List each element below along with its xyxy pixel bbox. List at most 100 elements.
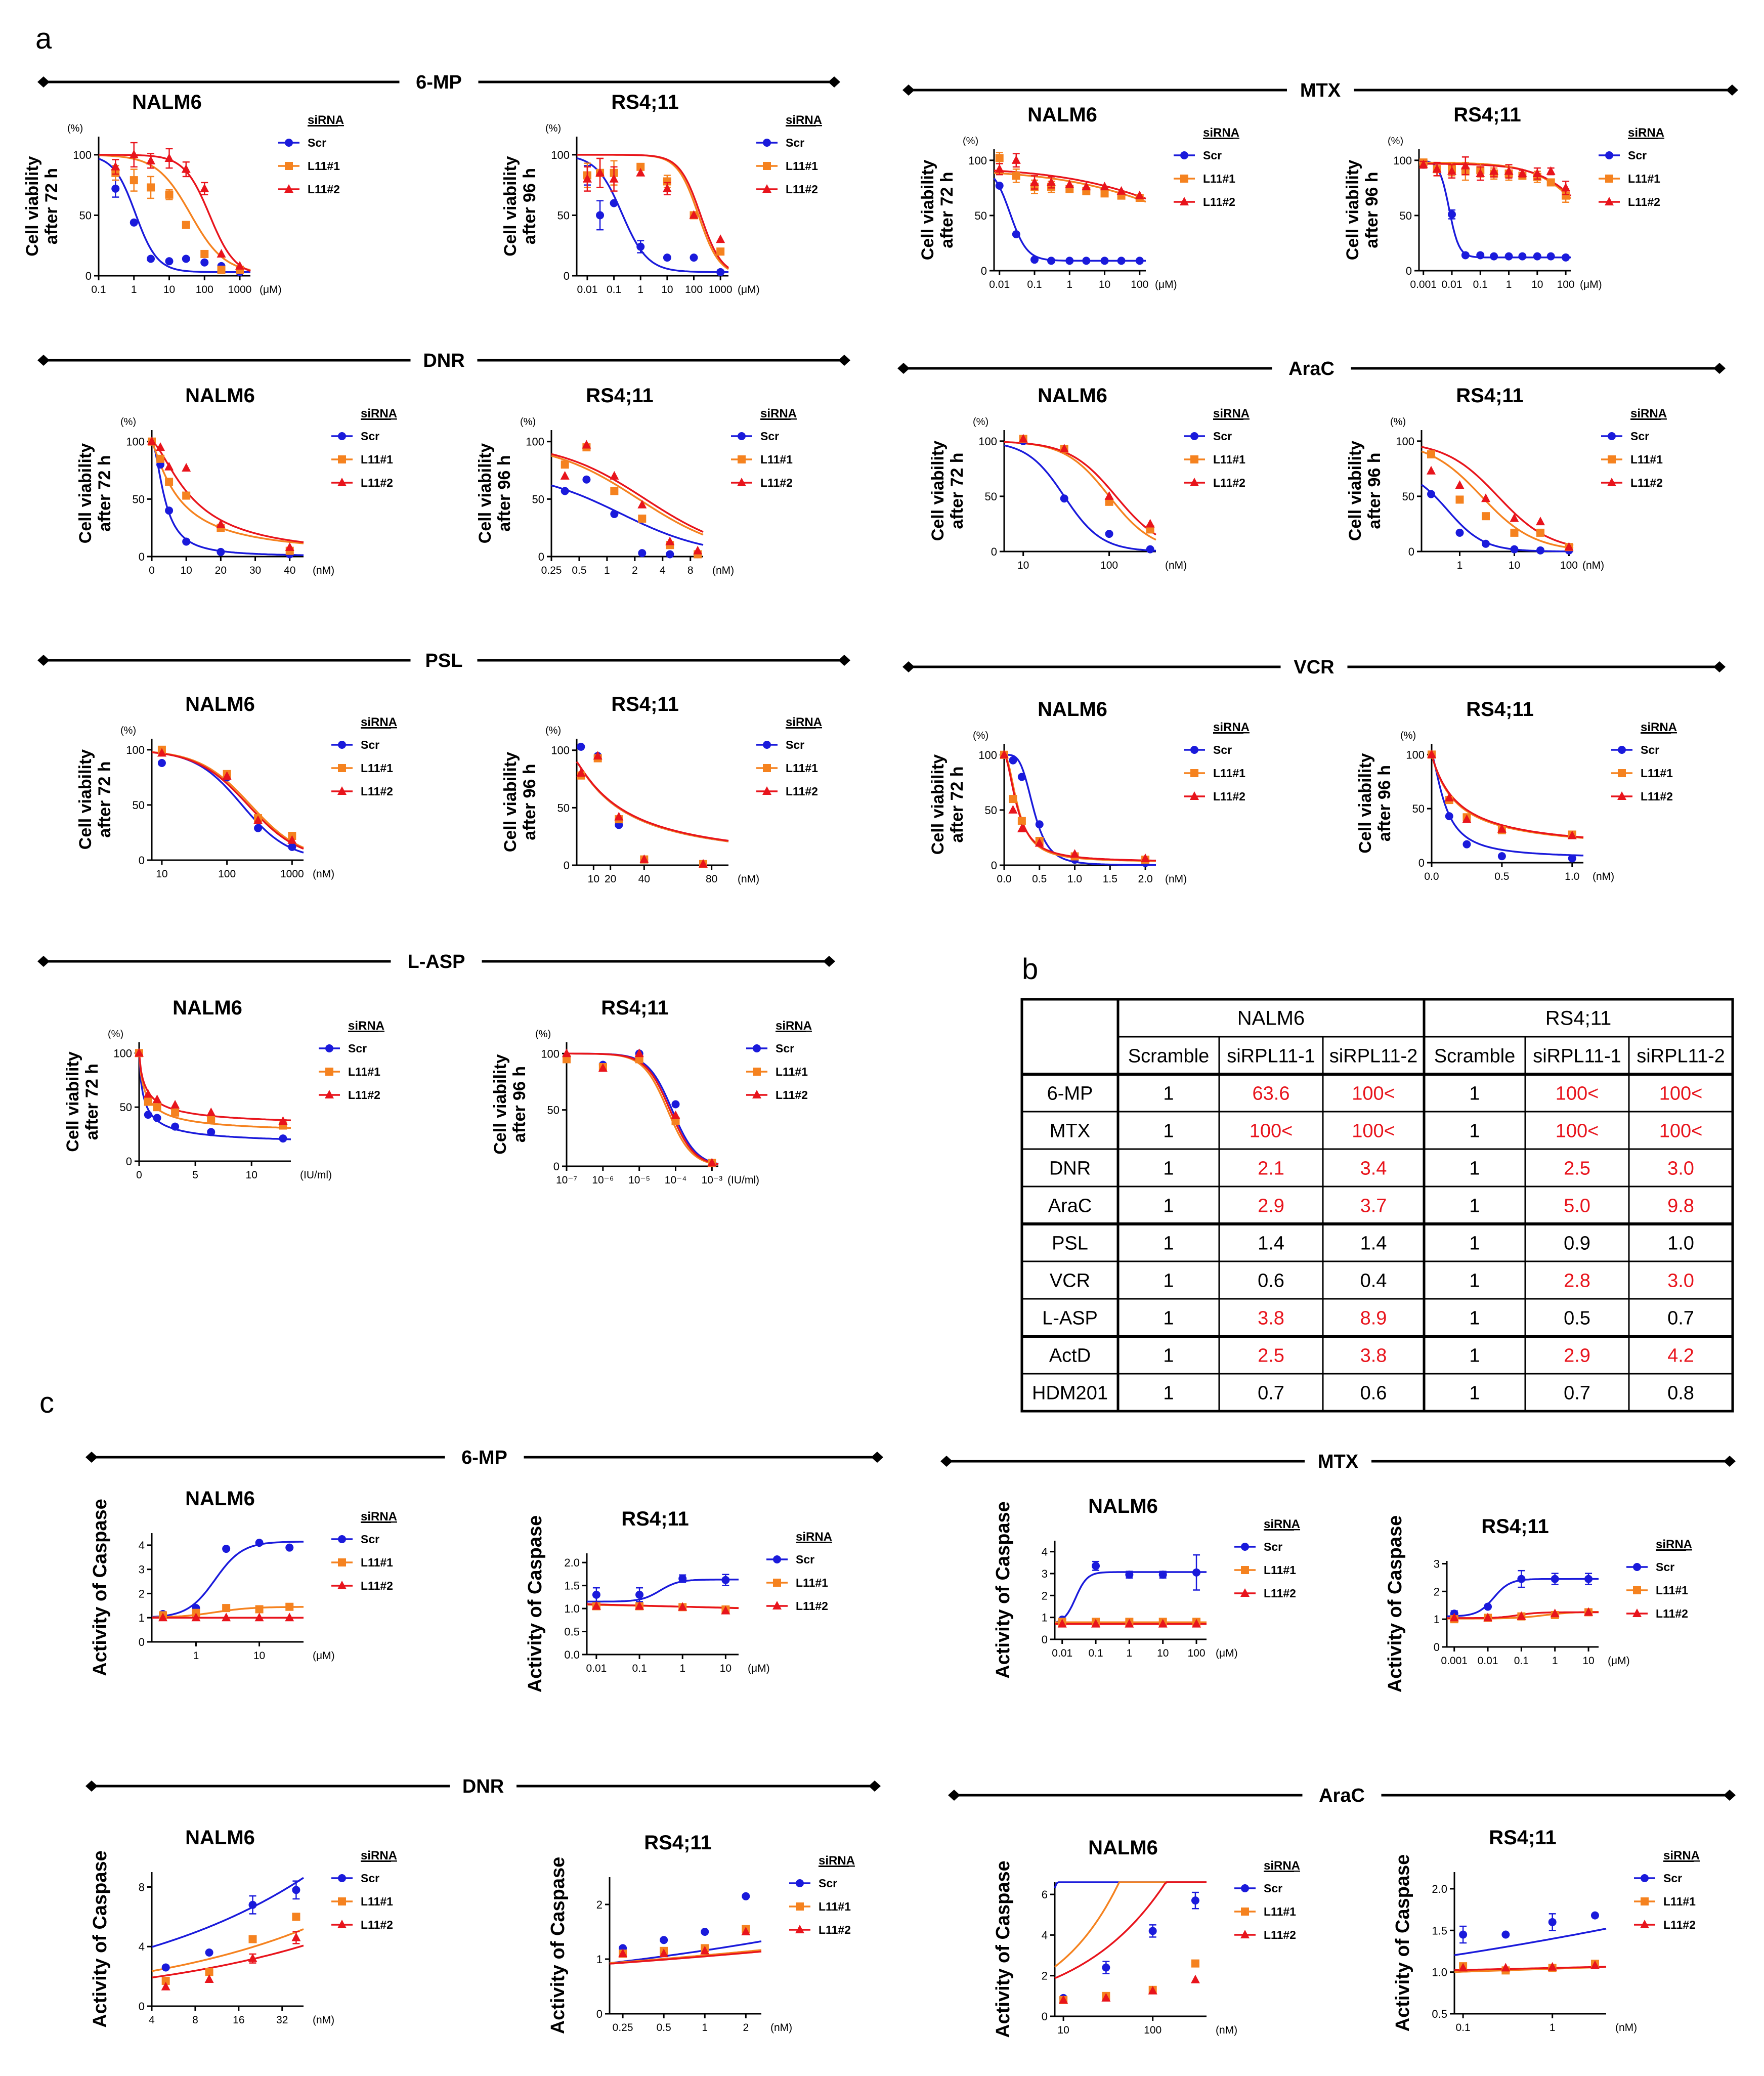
data-point-l11-1	[1241, 1566, 1249, 1574]
fit-curve-l11-2	[609, 1951, 762, 1965]
drug-header-6-mp: 6-MP	[85, 1447, 883, 1468]
data-point-l11-2	[582, 174, 592, 183]
data-point-l11-2	[337, 1581, 347, 1589]
data-point-scr	[1461, 251, 1470, 260]
data-point-scr	[690, 253, 698, 262]
x-unit-label: (nM)	[1615, 2022, 1637, 2033]
table-column-header: siRPL11-2	[1637, 1045, 1725, 1067]
legend-label-scr: Scr	[1641, 743, 1659, 756]
data-point-scr	[1241, 1884, 1249, 1892]
data-point-l11-2	[560, 471, 570, 480]
data-point-l11-1	[147, 183, 155, 192]
table-cell: 4.2	[1667, 1345, 1694, 1366]
data-point-l11-1	[1608, 455, 1616, 463]
data-point-scr	[1501, 1930, 1510, 1939]
data-point-scr	[338, 1874, 346, 1882]
data-point-l11-2	[1000, 749, 1009, 758]
data-point-scr	[701, 1928, 709, 1936]
legend-label-l11-2: L11#2	[1213, 476, 1245, 489]
table-cell: 1	[1469, 1345, 1480, 1366]
x-tick-label: 0.01	[1478, 1655, 1498, 1667]
data-point-l11-2	[1192, 1619, 1201, 1628]
fit-curve-l11-2	[1421, 446, 1574, 546]
legend-label-scr: Scr	[1264, 1540, 1282, 1553]
data-point-scr	[1551, 1575, 1559, 1583]
chart-title: RS4;11	[611, 91, 678, 113]
table-cell: 100<	[1659, 1083, 1703, 1104]
data-point-l11-1	[561, 460, 569, 469]
y-tick-label: 50	[557, 209, 570, 222]
x-tick-label: 10	[181, 565, 192, 576]
header-diamond-left	[37, 655, 50, 666]
header-diamond-right	[1713, 363, 1726, 374]
data-point-l11-2	[582, 440, 591, 449]
table-cell: 1	[1469, 1120, 1480, 1141]
legend-label-l11-2: L11#2	[786, 183, 818, 196]
data-point-l11-2	[1447, 166, 1456, 175]
data-point-l11-2	[337, 478, 347, 486]
legend-label-l11-2: L11#2	[819, 1923, 851, 1936]
data-point-l11-2	[1617, 791, 1626, 800]
drug-header-label: 6-MP	[461, 1447, 507, 1468]
data-point-scr	[1504, 252, 1513, 261]
data-point-l11-1	[1605, 175, 1613, 183]
x-tick-label: 100	[1557, 279, 1575, 290]
x-tick-label: 100	[1131, 279, 1148, 290]
data-point-l11-2	[1158, 1619, 1168, 1628]
fit-curve-scr	[587, 1579, 739, 1603]
x-tick-label: 0.1	[1473, 279, 1488, 290]
data-point-l11-2	[1029, 177, 1039, 186]
chart-title: NALM6	[132, 91, 202, 113]
data-point-l11-2	[598, 1063, 608, 1072]
data-point-l11-2	[253, 815, 263, 824]
data-point-l11-2	[157, 748, 166, 757]
x-tick-label: 10	[1582, 1655, 1594, 1667]
fit-curve-l11-2	[1054, 1881, 1207, 1979]
y-tick-label: 1.0	[564, 1602, 580, 1615]
y-axis-label-line2: after 72 h	[948, 766, 967, 842]
x-tick-label: 20	[215, 565, 227, 576]
y-tick-label: 0	[981, 265, 987, 277]
fit-curve-l11-2	[99, 154, 251, 272]
table-cell: 100<	[1352, 1120, 1395, 1141]
x-tick-label: 1	[1550, 2022, 1556, 2033]
data-point-l11-2	[1584, 1607, 1594, 1616]
table-cell: 1.0	[1667, 1233, 1694, 1254]
table-cell: 1	[1163, 1382, 1174, 1404]
data-point-scr	[165, 506, 174, 515]
data-point-l11-2	[1444, 792, 1454, 801]
chart-c-6mp-rs4: RS4;11 Activity of Caspase 0.0 0.5 1.0 1.5 2.0…	[525, 1508, 832, 1692]
chart-title: RS4;11	[1456, 385, 1523, 407]
y-tick-label: 2	[1434, 1585, 1440, 1598]
data-point-scr	[153, 1114, 161, 1122]
y-axis-label-line1: Cell viability	[1346, 441, 1365, 541]
data-point-scr	[1510, 545, 1519, 554]
legend-label-l11-2: L11#2	[361, 1579, 393, 1592]
data-point-l11-2	[591, 1601, 601, 1610]
data-point-l11-1	[1641, 1897, 1649, 1905]
legend-label-l11-1: L11#1	[348, 1065, 380, 1078]
y-axis-label: Activity of Caspase	[547, 1857, 569, 2035]
data-point-scr	[671, 1100, 680, 1109]
data-point-scr	[338, 432, 346, 440]
y-axis-label-line1: Cell viability	[63, 1051, 82, 1152]
data-point-l11-2	[752, 1090, 761, 1098]
chart-v-lasp-rs4: RS4;11 Cell viability after 96 h (%) 0 50 100 1…	[491, 997, 812, 1186]
y-tick-label: 100	[968, 154, 987, 167]
x-unit-label: (nM)	[313, 565, 334, 576]
data-point-l11-2	[1101, 1993, 1111, 2002]
data-point-l11-2	[111, 161, 120, 171]
y-axis-label-line2: after 72 h	[937, 172, 957, 248]
fit-curve-l11-1	[151, 441, 304, 544]
y-tick-label: 2	[139, 1587, 145, 1600]
percent-unit-label: (%)	[1388, 136, 1403, 147]
data-point-scr	[1125, 1571, 1134, 1579]
legend-label-scr: Scr	[1630, 430, 1649, 443]
header-diamond-left	[897, 363, 910, 374]
table-column-header: siRPL11-2	[1329, 1045, 1418, 1067]
data-point-l11-2	[254, 1613, 264, 1622]
data-point-l11-2	[1489, 166, 1499, 175]
data-point-scr	[1548, 1918, 1557, 1926]
table-cell: 3.7	[1360, 1195, 1387, 1216]
header-diamond-right	[828, 76, 840, 88]
